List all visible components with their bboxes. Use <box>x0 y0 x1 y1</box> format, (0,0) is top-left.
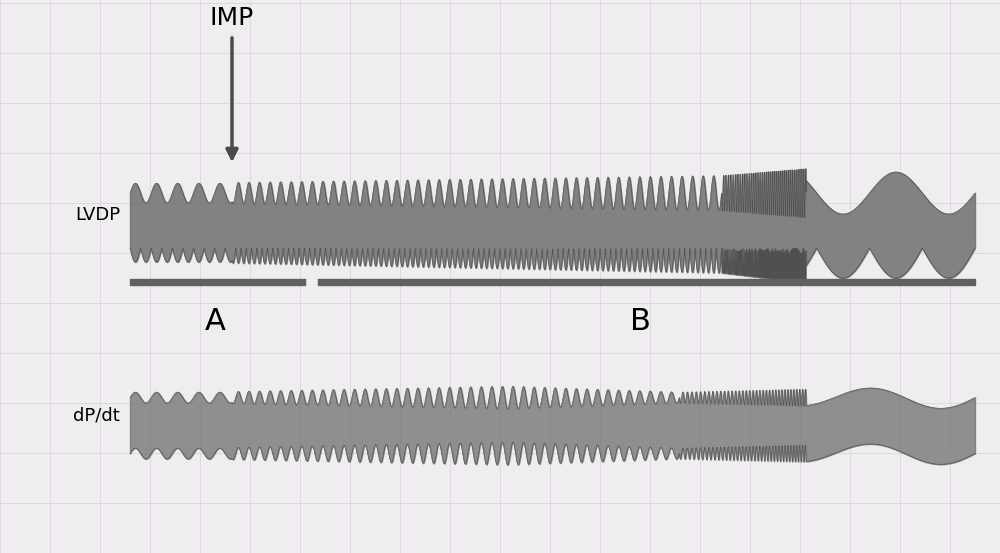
Text: LVDP: LVDP <box>75 206 120 224</box>
Text: dP/dt: dP/dt <box>73 406 120 424</box>
Text: B: B <box>630 307 650 336</box>
Text: A: A <box>205 307 225 336</box>
Text: IMP: IMP <box>210 6 254 30</box>
